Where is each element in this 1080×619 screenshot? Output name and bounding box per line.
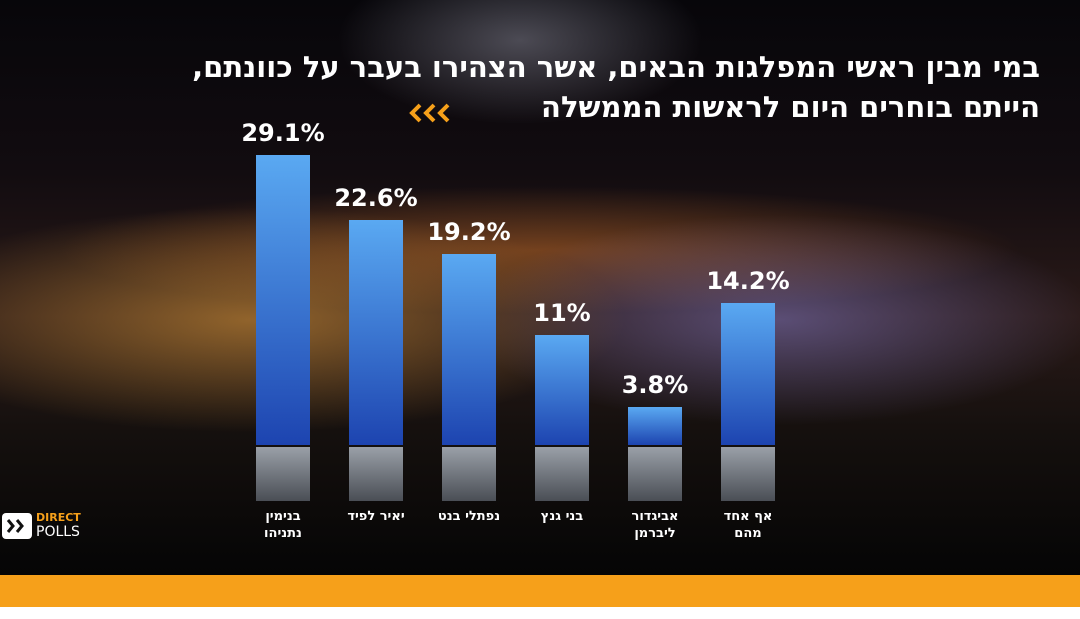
value-label: 29.1% (241, 119, 325, 147)
category-label: בנימין נתניהו (264, 509, 302, 541)
value-label: 22.6% (334, 183, 418, 212)
category-label: יאיר לפיד (347, 509, 405, 524)
value-label: 11% (533, 299, 591, 328)
footer-band (0, 575, 1080, 607)
bar (442, 253, 496, 445)
category-label: בני גנץ (540, 509, 584, 524)
title-line: במי מבין ראשי המפלגות הבאים, אשר הצהירו … (192, 50, 1040, 84)
logo-text: POLLS (36, 524, 80, 540)
value-label: 3.8% (621, 371, 689, 400)
bar (535, 335, 589, 445)
photo (721, 447, 775, 501)
photo (442, 447, 496, 501)
bar (256, 155, 310, 445)
logo-text: DIRECT (36, 511, 81, 524)
value-label: 14.2% (706, 267, 790, 296)
bar (349, 219, 403, 445)
photo (628, 447, 682, 501)
title-arrows (409, 103, 450, 123)
category-label: נפתלי בנט (437, 509, 501, 524)
category-label: אביגדור ליברמן (631, 509, 679, 541)
category-label: אף אחד מהם (723, 509, 773, 541)
bar (628, 407, 682, 445)
photo (256, 447, 310, 501)
photo (349, 447, 403, 501)
value-label: 19.2% (427, 217, 511, 246)
bar (721, 303, 775, 445)
title-line: הייתם בוחרים היום לראשות הממשלה (541, 90, 1040, 124)
logo-icon (2, 513, 32, 539)
photo (535, 447, 589, 501)
